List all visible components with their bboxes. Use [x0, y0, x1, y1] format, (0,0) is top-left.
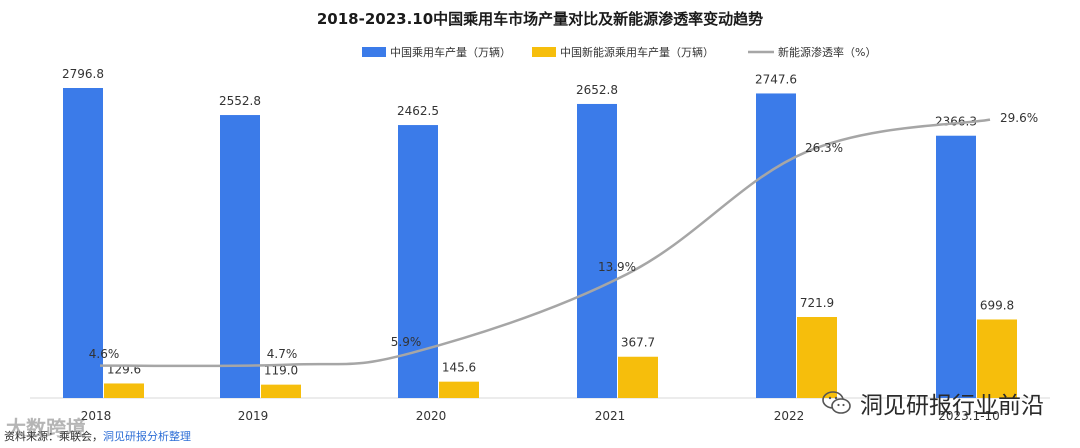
source-org: 乘联会，: [59, 430, 103, 443]
penetration-label-4: 26.3%: [805, 141, 843, 155]
watermark-right-text: 洞见研报行业前沿: [860, 393, 1044, 419]
bar-total-label-1: 2552.8: [219, 94, 261, 108]
x-tick-4: 2022: [774, 409, 805, 423]
legend-total-swatch: [362, 47, 386, 57]
watermark-right: 洞见研报行业前沿: [822, 386, 1044, 420]
x-tick-2: 2020: [416, 409, 447, 423]
penetration-line: [99, 118, 991, 368]
source-note: 资料来源：乘联会，洞见研报分析整理: [4, 428, 191, 444]
bar-total-2: [398, 125, 438, 398]
bar-nev-label-3: 367.7: [621, 336, 655, 350]
bar-total-0: [63, 88, 103, 398]
bar-nev-2: [439, 381, 479, 398]
bar-nev-1: [261, 384, 301, 398]
bar-nev-3: [618, 356, 658, 398]
bar-total-label-0: 2796.8: [62, 67, 104, 81]
bar-nev-label-5: 699.8: [980, 298, 1014, 312]
x-tick-1: 2019: [238, 409, 269, 423]
bar-nev-label-1: 119.0: [264, 364, 298, 378]
bar-total-label-2: 2462.5: [397, 104, 439, 118]
x-axis-ticks: 2018 2019 2020 2021 2022 2023.1-10: [81, 409, 1000, 423]
bar-total-label-4: 2747.6: [755, 72, 797, 86]
source-analysis: 洞见研报分析整理: [103, 430, 191, 443]
bar-nev-4: [797, 317, 837, 398]
bar-nev-5: [977, 319, 1017, 398]
bar-nev-label-2: 145.6: [442, 361, 476, 375]
bar-nev-label-4: 721.9: [800, 296, 834, 310]
legend-penetration-label: 新能源渗透率（%）: [778, 45, 876, 59]
wechat-icon: [822, 391, 851, 414]
penetration-label-5: 29.6%: [1000, 111, 1038, 125]
penetration-label-0: 4.6%: [89, 347, 120, 361]
bar-total-1: [220, 115, 260, 398]
watermark-left: 大数跨境: [6, 416, 86, 440]
penetration-label-1: 4.7%: [267, 347, 298, 361]
legend: 中国乘用车产量（万辆） 中国新能源乘用车产量（万辆） 新能源渗透率（%）: [362, 45, 876, 59]
bar-total-5: [936, 135, 976, 398]
bar-total-label-3: 2652.8: [576, 83, 618, 97]
series-nev-penetration: 4.6% 4.7% 5.9% 13.9% 26.3% 29.6%: [89, 111, 1038, 368]
source-prefix: 资料来源：: [4, 430, 59, 443]
bar-nev-0: [104, 383, 144, 398]
x-tick-3: 2021: [595, 409, 626, 423]
x-tick-0: 2018: [81, 409, 112, 423]
penetration-label-3: 13.9%: [598, 260, 636, 274]
penetration-label-2: 5.9%: [391, 335, 422, 349]
bar-total-4: [756, 93, 796, 399]
bar-total-3: [577, 103, 617, 399]
legend-nev-swatch: [532, 47, 556, 57]
legend-total-label: 中国乘用车产量（万辆）: [390, 45, 511, 59]
x-tick-5: 2023.1-10: [938, 409, 1000, 423]
legend-nev-label: 中国新能源乘用车产量（万辆）: [560, 45, 714, 59]
chart-title: 2018-2023.10中国乘用车市场产量对比及新能源渗透率变动趋势: [317, 10, 763, 28]
